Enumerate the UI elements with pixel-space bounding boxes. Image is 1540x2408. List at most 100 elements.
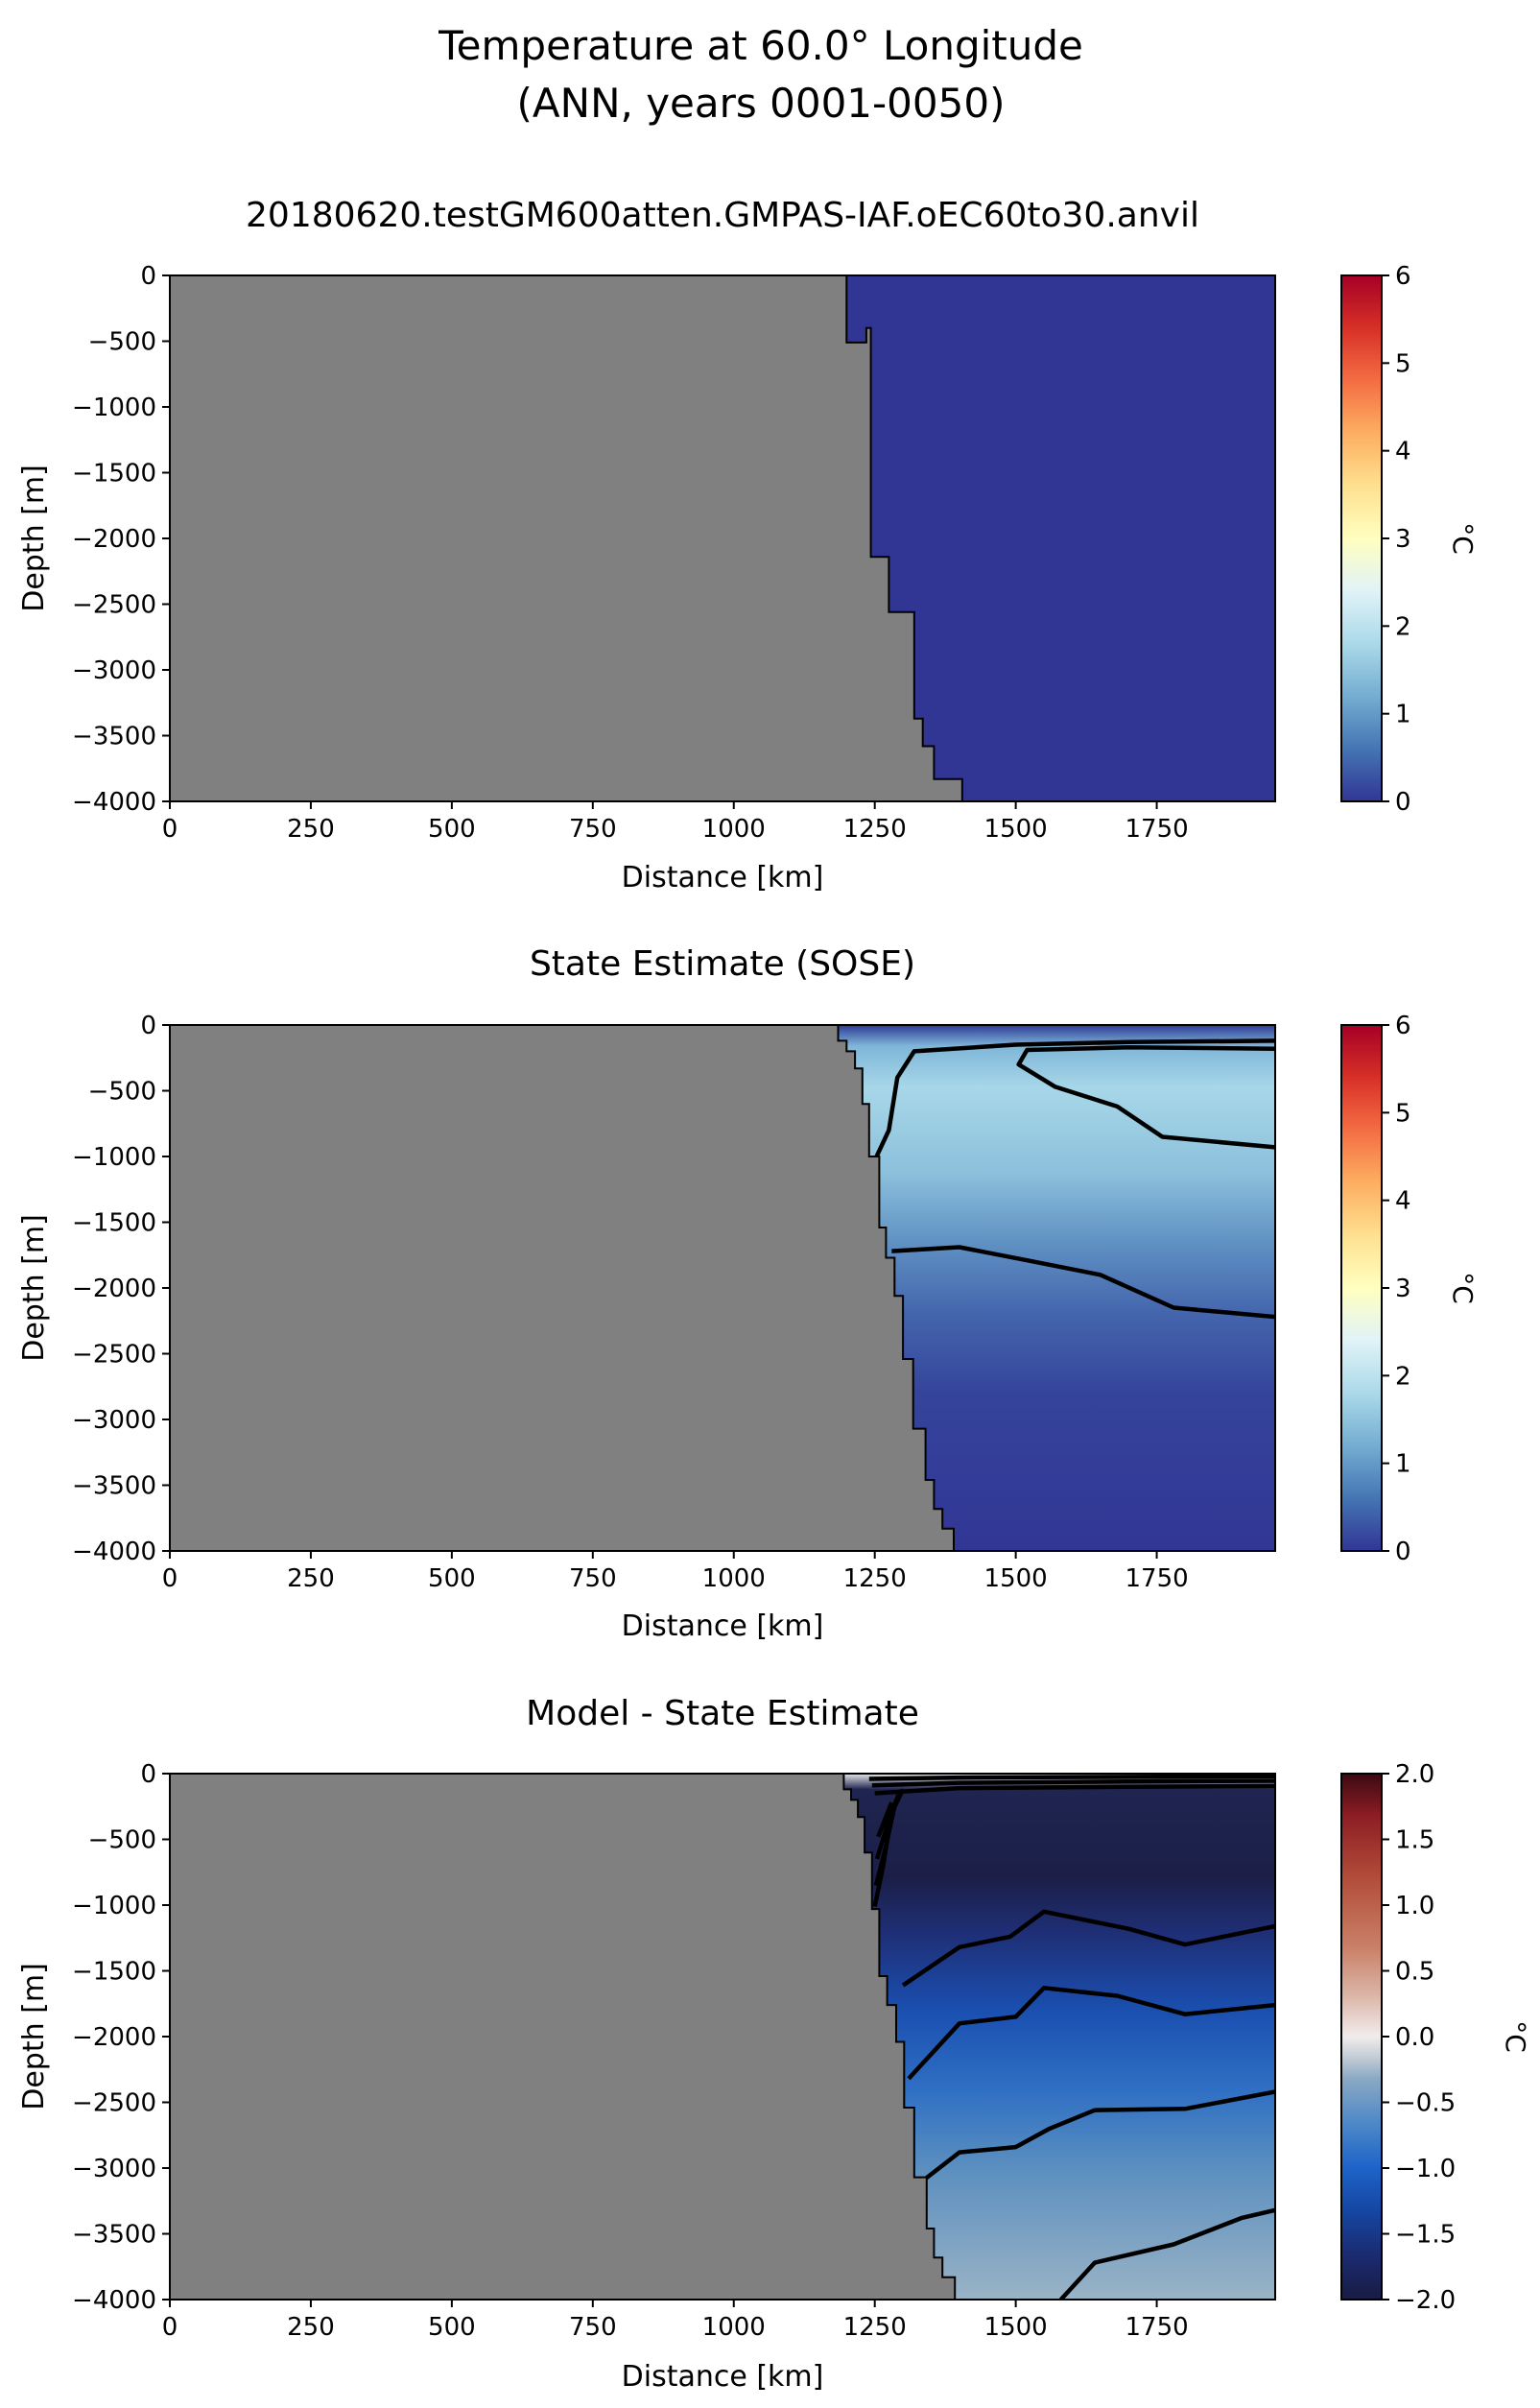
colorbar-tick-label: 2 [1395, 612, 1411, 641]
plot-area [169, 274, 1275, 802]
x-tick-label: 0 [162, 815, 178, 844]
x-tick-label: 500 [428, 2313, 476, 2342]
x-tick-label: 250 [287, 2313, 335, 2342]
colorbar-tick-label: 1 [1395, 701, 1411, 729]
y-tick-label: −3500 [72, 723, 156, 751]
y-tick-label: −2500 [72, 2089, 156, 2118]
colorbar-tick-label: 1.0 [1395, 1892, 1434, 1920]
x-tick-label: 1250 [843, 2313, 907, 2342]
y-tick-label: −1000 [72, 1892, 156, 1920]
colorbar-tick-label: 5 [1395, 349, 1411, 378]
colorbar-bar [1340, 1773, 1383, 2301]
colorbar: 0 1 2 3 4 5 6 [1340, 1012, 1411, 1566]
x-tick-label: 1000 [702, 815, 766, 844]
axes: 0 250 500 750 1000 1250 1500 1750 0 −500 −1000 −150… [72, 1760, 1276, 2342]
y-tick-label: −1500 [72, 1209, 156, 1238]
contour-line [891, 1245, 1275, 1320]
colorbar-tick-label: 1.5 [1395, 1826, 1434, 1855]
contour-line [1059, 2207, 1275, 2300]
y-tick-label: −2000 [72, 1275, 156, 1303]
colorbar-tick-label: −1.5 [1395, 2221, 1456, 2250]
x-tick-label: 750 [569, 2313, 617, 2342]
x-tick-label: 250 [287, 1564, 335, 1593]
colorbar-tick-label: 3 [1395, 525, 1411, 554]
colorbar-tick-label: 2.0 [1395, 1760, 1434, 1789]
y-tick-label: −3000 [72, 2155, 156, 2183]
y-tick-label: −2000 [72, 2023, 156, 2052]
figure-title-line1: Temperature at 60.0° Longitude [438, 22, 1083, 69]
x-tick-label: 750 [569, 815, 617, 844]
plot-area [169, 1024, 1275, 1552]
colorbar-tick-label: 0.5 [1395, 1958, 1434, 1987]
y-tick-label: −500 [88, 328, 156, 357]
x-tick-label: 1250 [843, 1564, 907, 1593]
x-tick-label: 1750 [1125, 1564, 1188, 1593]
y-tick-label: −1500 [72, 460, 156, 489]
y-tick-label: −4000 [72, 788, 156, 817]
colorbar: −2.0 −1.5 −1.0 −0.5 0.0 0.5 1.0 1.5 2.0 [1340, 1760, 1456, 2315]
panel-state-estimate: State Estimate (SOSE) 0 250 500 750 1000 1250… [17, 944, 1479, 1643]
y-tick-label: −3500 [72, 1472, 156, 1501]
colorbar-tick-label: 2 [1395, 1362, 1411, 1391]
y-tick-label: −4000 [72, 2286, 156, 2315]
contour-group [868, 1774, 1275, 2300]
x-tick-label: 1750 [1125, 815, 1188, 844]
y-tick-label: 0 [140, 1012, 156, 1040]
y-axis-label: Depth [m] [17, 1963, 51, 2110]
colorbar-tick-label: 5 [1395, 1099, 1411, 1128]
colorbar-bar [1340, 274, 1383, 802]
panel-model: 20180620.testGM600atten.GMPAS-IAF.oEC60t… [17, 196, 1479, 894]
x-tick-label: 0 [162, 1564, 178, 1593]
colorbar-tick-label: 0 [1395, 788, 1411, 817]
contour-line [871, 1778, 1275, 1788]
contour-group [872, 1038, 1275, 1320]
x-tick-label: 0 [162, 2313, 178, 2342]
colorbar-tick-label: 1 [1395, 1450, 1411, 1479]
x-tick-label: 1500 [984, 815, 1048, 844]
colorbar: 0 1 2 3 4 5 6 [1340, 262, 1411, 817]
x-tick-label: 1750 [1125, 2313, 1188, 2342]
colorbar-tick-label: −1.0 [1395, 2155, 1456, 2183]
x-tick-label: 250 [287, 815, 335, 844]
y-tick-label: 0 [140, 262, 156, 291]
y-tick-label: −2500 [72, 1341, 156, 1370]
plot-area [169, 1773, 1275, 2301]
contour-line [868, 1774, 1275, 1781]
y-tick-label: −2000 [72, 525, 156, 554]
y-tick-label: −2500 [72, 591, 156, 620]
x-tick-label: 1500 [984, 1564, 1048, 1593]
colorbar-tick-label: 4 [1395, 1187, 1411, 1216]
colorbar-label: °C [1447, 522, 1479, 555]
contour-line [907, 1986, 1275, 2081]
x-tick-label: 500 [428, 1564, 476, 1593]
y-axis-label: Depth [m] [17, 1214, 51, 1362]
x-tick-label: 1500 [984, 2313, 1048, 2342]
colorbar-label: °C [1500, 2020, 1531, 2053]
x-tick-label: 500 [428, 815, 476, 844]
y-tick-label: −3000 [72, 656, 156, 685]
land-mask [169, 1024, 985, 1552]
contour-line [876, 1801, 894, 1838]
land-mask [169, 1773, 985, 2301]
contour-line [901, 1909, 1275, 1988]
y-tick-label: −500 [88, 1826, 156, 1855]
x-axis-label: Distance [km] [622, 861, 824, 894]
y-tick-label: −1000 [72, 1143, 156, 1172]
colorbar-tick-label: 6 [1395, 262, 1411, 291]
panel-title: State Estimate (SOSE) [530, 944, 915, 984]
colorbar-label: °C [1447, 1272, 1479, 1304]
axes: 0 250 500 750 1000 1250 1500 1750 0 −500 −1000 −150… [72, 262, 1276, 844]
x-axis-label: Distance [km] [622, 1609, 824, 1643]
panel-title: 20180620.testGM600atten.GMPAS-IAF.oEC60t… [246, 196, 1199, 235]
contour-line [1016, 1045, 1275, 1150]
colorbar-tick-label: 0 [1395, 1538, 1411, 1566]
y-tick-label: −1000 [72, 393, 156, 422]
contour-line [924, 2089, 1275, 2181]
contour-line [874, 1794, 901, 1860]
y-tick-label: −4000 [72, 1538, 156, 1566]
colorbar-tick-label: 3 [1395, 1275, 1411, 1303]
land-mask [169, 274, 963, 802]
y-tick-label: 0 [140, 1760, 156, 1789]
x-axis-label: Distance [km] [622, 2360, 824, 2394]
